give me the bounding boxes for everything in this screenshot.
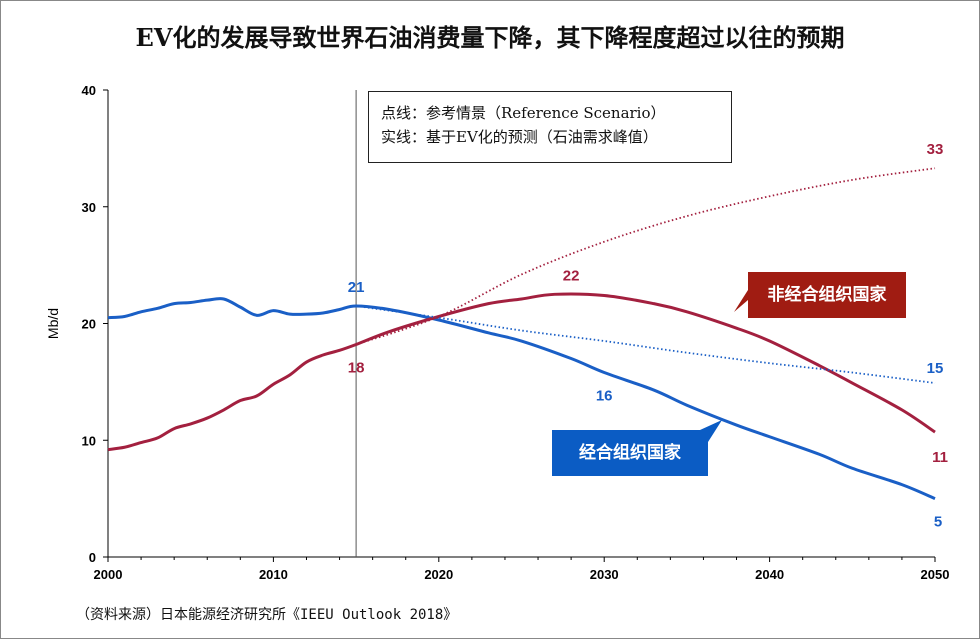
data-label: 16 xyxy=(596,388,613,405)
callout-oecd-shape xyxy=(552,420,722,476)
y-tick-label: 10 xyxy=(82,433,96,448)
callout-oecd-label: 经合组织国家 xyxy=(579,443,681,463)
data-label: 21 xyxy=(348,279,365,296)
data-label: 33 xyxy=(927,141,944,158)
legend-dotted: 点线：参考情景（Reference Scenario） xyxy=(381,104,666,122)
x-tick-label: 2030 xyxy=(590,567,619,582)
data-label: 5 xyxy=(934,514,942,531)
data-label: 11 xyxy=(932,449,948,466)
x-tick-label: 2020 xyxy=(424,567,453,582)
callout-oecd: 经合组织国家 xyxy=(552,430,708,476)
series-line-0 xyxy=(107,297,936,501)
x-tick-label: 2010 xyxy=(259,567,288,582)
y-axis-label: Mb/d xyxy=(45,308,61,339)
series-line-3 xyxy=(355,167,936,346)
series-line-2 xyxy=(355,305,936,384)
data-label: 22 xyxy=(563,267,580,284)
x-tick-label: 2050 xyxy=(921,567,950,582)
data-label: 15 xyxy=(927,360,944,377)
x-tick-label: 2040 xyxy=(755,567,784,582)
legend-box: 点线：参考情景（Reference Scenario） 实线：基于EV化的预测（… xyxy=(368,91,732,163)
y-tick-label: 20 xyxy=(82,317,96,332)
source-note: （资料来源）日本能源经济研究所《IEEU Outlook 2018》 xyxy=(76,607,458,623)
data-label: 18 xyxy=(348,360,365,377)
callout-non-oecd-label: 非经合组织国家 xyxy=(767,285,887,305)
callout-non-oecd-shape xyxy=(734,272,906,318)
y-tick-label: 0 xyxy=(89,550,96,565)
y-tick-label: 40 xyxy=(82,83,96,98)
legend-solid: 实线：基于EV化的预测（石油需求峰值） xyxy=(381,128,658,146)
chart-title: EV化的发展导致世界石油消费量下降，其下降程度超过以往的预期 xyxy=(135,23,845,52)
series-line-1 xyxy=(107,292,936,452)
y-tick-label: 30 xyxy=(82,200,96,215)
x-tick-label: 2000 xyxy=(94,567,123,582)
callout-non-oecd: 非经合组织国家 xyxy=(748,272,906,318)
